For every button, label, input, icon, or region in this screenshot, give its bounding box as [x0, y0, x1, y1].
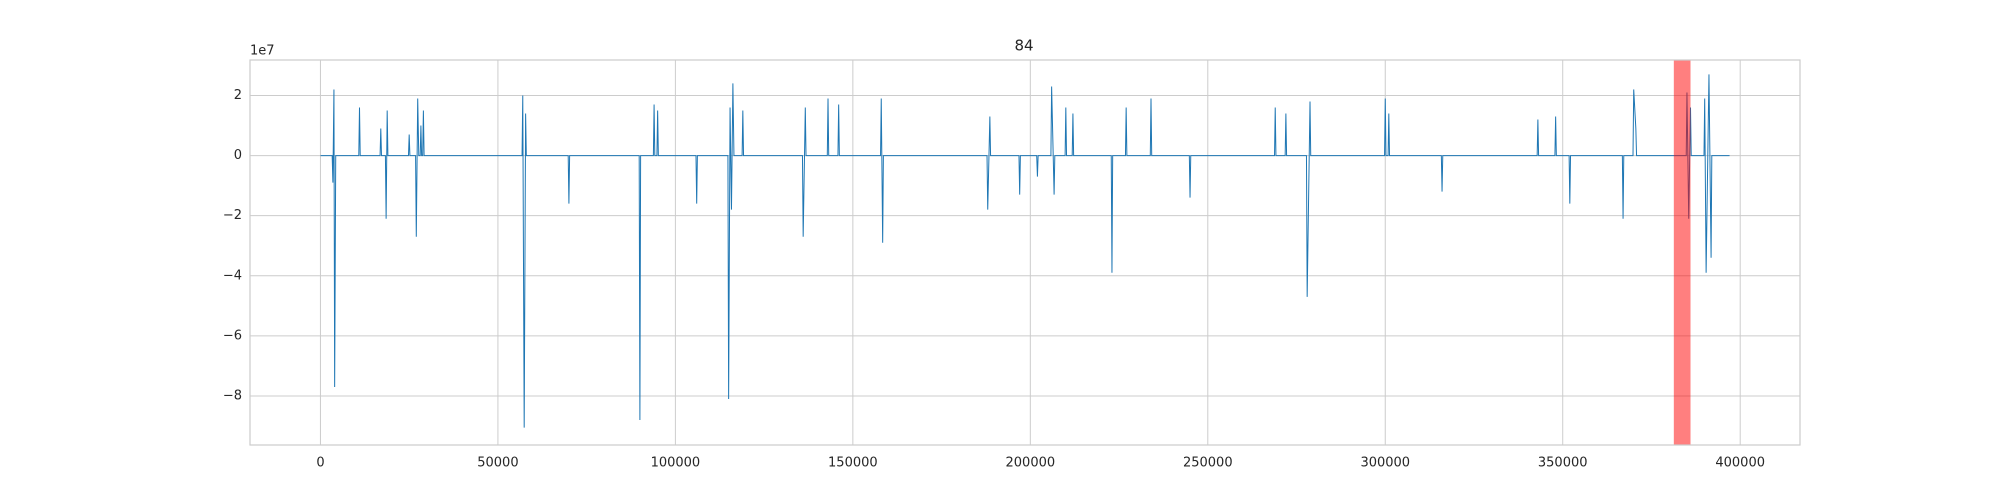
highlight-span	[1673, 60, 1691, 445]
x-tick-label: 250000	[1183, 456, 1233, 471]
y-offset-label: 1e7	[250, 44, 275, 59]
x-tick-label: 200000	[1006, 456, 1056, 471]
y-tick-label: 0	[234, 148, 242, 163]
x-tick-label: 300000	[1360, 456, 1410, 471]
x-tick-label: 400000	[1715, 456, 1765, 471]
x-tick-label: 150000	[828, 456, 878, 471]
x-tick-label: 50000	[477, 456, 518, 471]
y-tick-label: −4	[223, 268, 242, 283]
x-tick-label: 100000	[651, 456, 701, 471]
y-tick-label: −2	[223, 208, 242, 223]
y-tick-label: 2	[234, 88, 242, 103]
x-tick-label: 0	[316, 456, 324, 471]
y-tick-label: −8	[223, 389, 242, 404]
chart-title: 84	[1014, 37, 1033, 55]
x-tick-label: 350000	[1538, 456, 1588, 471]
y-tick-label: −6	[223, 328, 242, 343]
data-line	[320, 74, 1730, 428]
axes-frame	[249, 59, 1801, 446]
